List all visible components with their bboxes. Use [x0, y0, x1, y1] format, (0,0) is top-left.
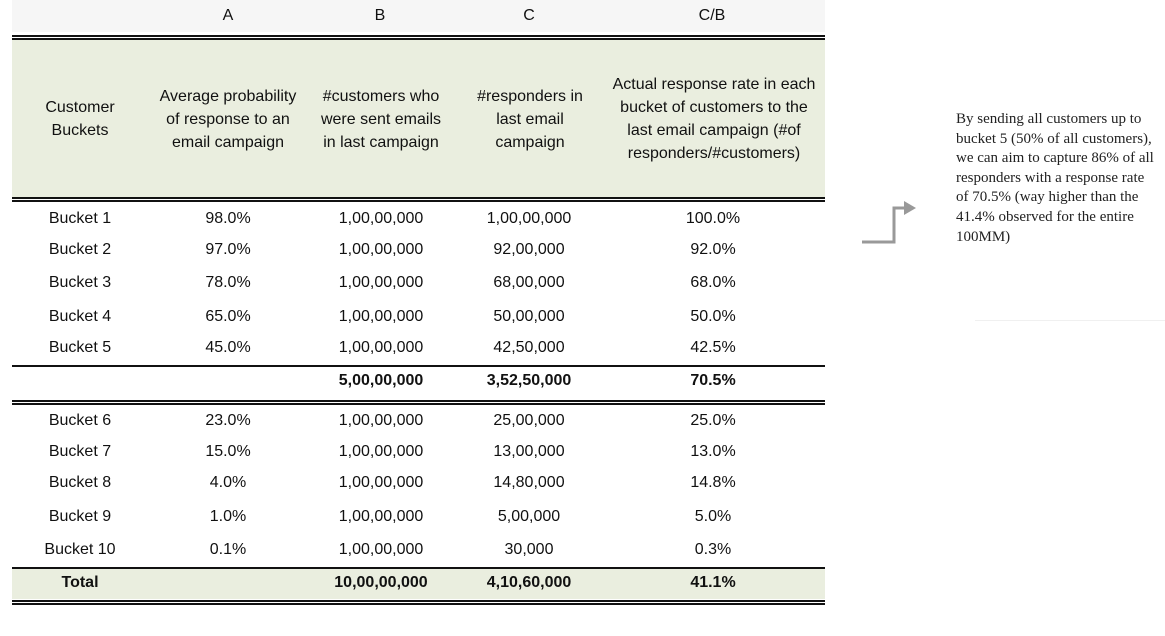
probability-cell: 45.0%: [205, 339, 251, 356]
bucket-name-cell: Bucket 4: [48, 308, 112, 325]
column-letter-cb: C/B: [698, 7, 726, 24]
bucket-name-cell: [15, 370, 145, 392]
rate-cell: 41.1%: [690, 574, 736, 591]
probability-cell: [163, 370, 293, 392]
customers-cell: 1,00,00,000: [338, 210, 424, 227]
responders-cell: 92,00,000: [493, 241, 565, 258]
responders-cell: 13,00,000: [493, 443, 565, 460]
responders-cell: 3,52,50,000: [486, 372, 572, 389]
customers-cell: 10,00,00,000: [334, 574, 428, 591]
header-response-rate: Actual response rate in each bucket of c…: [612, 76, 816, 162]
customers-cell: 1,00,00,000: [338, 339, 424, 356]
column-letter-c: C: [523, 7, 535, 24]
bucket-name-cell: Total: [61, 574, 99, 591]
header-avg-probability: Average probability of response to an em…: [159, 87, 297, 151]
rate-cell: 42.5%: [690, 339, 736, 356]
probability-cell: 97.0%: [205, 241, 251, 258]
total-background: [12, 569, 825, 599]
probability-cell: 15.0%: [205, 443, 251, 460]
customers-cell: 1,00,00,000: [338, 274, 424, 291]
column-letter-a: A: [222, 7, 234, 24]
rate-cell: 13.0%: [690, 443, 736, 460]
customers-cell: 1,00,00,000: [338, 508, 424, 525]
responders-cell: 50,00,000: [493, 308, 565, 325]
responders-cell: 68,00,000: [493, 274, 565, 291]
total-top-rule: [12, 567, 825, 569]
rate-cell: 5.0%: [694, 508, 732, 525]
probability-cell: [163, 572, 293, 594]
bucket-name-cell: Bucket 10: [44, 541, 116, 558]
responders-cell: 30,000: [504, 541, 554, 558]
bucket-name-cell: Bucket 9: [48, 508, 112, 525]
rate-cell: 25.0%: [690, 412, 736, 429]
customers-cell: 1,00,00,000: [338, 308, 424, 325]
header-customers-sent: #customers who were sent emails in last …: [320, 87, 442, 151]
probability-cell: 23.0%: [205, 412, 251, 429]
rate-cell: 70.5%: [690, 372, 736, 389]
customers-cell: 1,00,00,000: [338, 412, 424, 429]
rate-cell: 68.0%: [690, 274, 736, 291]
customers-cell: 1,00,00,000: [338, 443, 424, 460]
subtotal-bottom-rule: [12, 400, 825, 405]
bucket-name-cell: Bucket 7: [48, 443, 112, 460]
bucket-name-cell: Bucket 2: [48, 241, 112, 258]
note-text: By sending all customers up to bucket 5 …: [956, 111, 1154, 245]
responders-cell: 1,00,00,000: [486, 210, 572, 227]
probability-cell: 98.0%: [205, 210, 251, 227]
rate-cell: 50.0%: [690, 308, 736, 325]
customers-cell: 5,00,00,000: [338, 372, 424, 389]
bucket-name-cell: Bucket 6: [48, 412, 112, 429]
bucket-name-cell: Bucket 8: [48, 474, 112, 491]
rate-cell: 100.0%: [685, 210, 741, 227]
probability-cell: 0.1%: [209, 541, 247, 558]
probability-cell: 1.0%: [209, 508, 247, 525]
customers-cell: 1,00,00,000: [338, 474, 424, 491]
header-responders: #responders in last email campaign: [477, 87, 583, 151]
customers-cell: 1,00,00,000: [338, 541, 424, 558]
header-top-rule: [12, 35, 825, 40]
rate-cell: 0.3%: [694, 541, 732, 558]
bucket-name-cell: Bucket 3: [48, 274, 112, 291]
rate-cell: 14.8%: [690, 474, 736, 491]
header-background: [12, 40, 825, 197]
probability-cell: 78.0%: [205, 274, 251, 291]
column-letter-row: A B C C/B: [12, 0, 825, 32]
customers-cell: 1,00,00,000: [338, 241, 424, 258]
header-bottom-rule: [12, 197, 825, 202]
column-letter-b: B: [374, 7, 386, 24]
note-frame: [975, 100, 1165, 321]
header-customer-buckets: Customer Buckets: [45, 99, 115, 139]
bucket-name-cell: Bucket 1: [48, 210, 112, 227]
subtotal-top-rule: [12, 365, 825, 367]
step-arrow-icon: [862, 201, 916, 244]
responders-cell: 25,00,000: [493, 412, 565, 429]
responders-cell: 4,10,60,000: [486, 574, 572, 591]
bucket-name-cell: Bucket 5: [48, 339, 112, 356]
total-bottom-rule: [12, 600, 825, 605]
responders-cell: 5,00,000: [497, 508, 561, 525]
responders-cell: 42,50,000: [493, 339, 565, 356]
probability-cell: 65.0%: [205, 308, 251, 325]
probability-cell: 4.0%: [209, 474, 247, 491]
responders-cell: 14,80,000: [493, 474, 565, 491]
rate-cell: 92.0%: [690, 241, 736, 258]
